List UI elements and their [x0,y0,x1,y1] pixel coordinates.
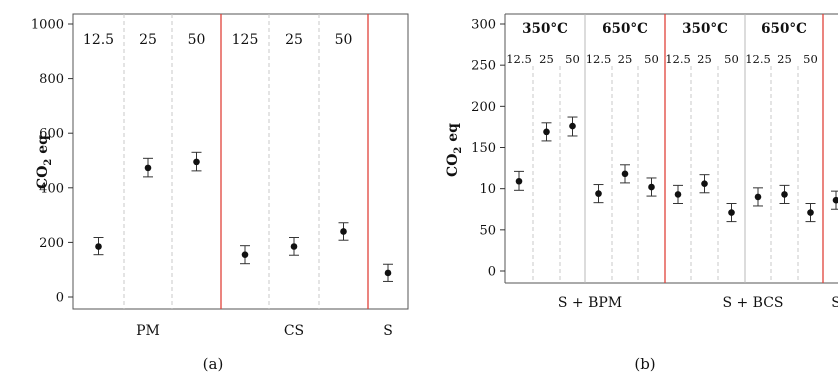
group-label: S [383,323,393,339]
level-label: 50 [335,32,353,48]
data-point [807,209,814,216]
y-tick-label: 600 [39,127,64,142]
level-label: 50 [803,52,818,66]
temperature-label: 650°C [761,21,807,37]
data-point [569,122,576,130]
data-point [621,170,629,178]
level-label: 50 [188,32,206,48]
data-point [515,177,523,185]
y-axis-label: CO2 eq [445,123,464,177]
level-label: 50 [724,52,739,66]
level-label: 12.5 [665,52,691,66]
level-label: 25 [777,52,792,66]
y-tick-label: 200 [39,236,64,251]
level-label: 12.5 [586,52,612,66]
y-axis-label-subscript: 2 [453,147,464,154]
y-tick-label: 300 [471,18,496,33]
level-label: 50 [565,52,580,66]
level-label: 12.5 [83,32,114,48]
data-point [674,191,682,198]
data-point [384,269,392,277]
data-point [193,158,200,166]
level-label: 12.5 [506,52,532,66]
group-label: PM [136,323,160,339]
level-label: 25 [618,52,633,66]
panel-caption: (a) [203,355,224,373]
data-point [144,164,152,172]
level-label: 25 [697,52,712,66]
y-axis-label-main: CO [35,166,51,189]
level-label: 12.5 [745,52,771,66]
temperature-label: 350°C [522,21,568,37]
group-label: S [831,295,838,311]
data-point [754,193,762,201]
data-point [595,190,602,197]
panel-caption: (b) [634,355,655,373]
y-axis-label: CO2 eq [35,135,54,189]
y-axis-label-suffix: eq [445,123,461,147]
y-axis-label-suffix: eq [35,135,51,159]
group-label: S + BPM [558,295,622,311]
level-label: 125 [232,32,259,48]
y-tick-label: 0 [488,265,496,280]
data-point [290,243,298,250]
plot-frame [72,13,409,310]
data-point [701,180,708,188]
level-label: 25 [539,52,554,66]
y-tick-label: 1000 [31,18,64,33]
y-tick-label: 10 [479,182,496,197]
y-axis-label-subscript: 2 [43,159,54,166]
y-tick-label: 400 [39,181,64,196]
data-point [340,228,347,235]
level-label: 25 [139,32,157,48]
level-label: 25 [285,32,303,48]
temperature-label: 350°C [682,21,728,37]
temperature-label: 650°C [602,21,648,37]
chart-panel-a: 0 200 400 600 800 1000 CO2 eq 12.5 25 50 125 25 50 PM… [31,13,409,373]
y-tick-label: 50 [479,223,496,238]
data-point [543,128,550,136]
data-point [832,196,838,204]
group-label: S + BCS [722,295,783,311]
group-label: CS [284,323,304,339]
y-tick-label: 200 [471,100,496,115]
level-label: 50 [644,52,659,66]
data-point [648,183,655,191]
data-point [95,243,102,250]
data-point [781,191,788,198]
y-tick-label: 0 [56,291,64,306]
data-point [241,251,249,258]
y-axis-label-main: CO [445,154,461,177]
y-tick-label: 250 [471,59,496,74]
y-tick-label: 800 [39,72,64,87]
data-point [728,209,735,216]
y-tick-label: 150 [471,141,496,156]
